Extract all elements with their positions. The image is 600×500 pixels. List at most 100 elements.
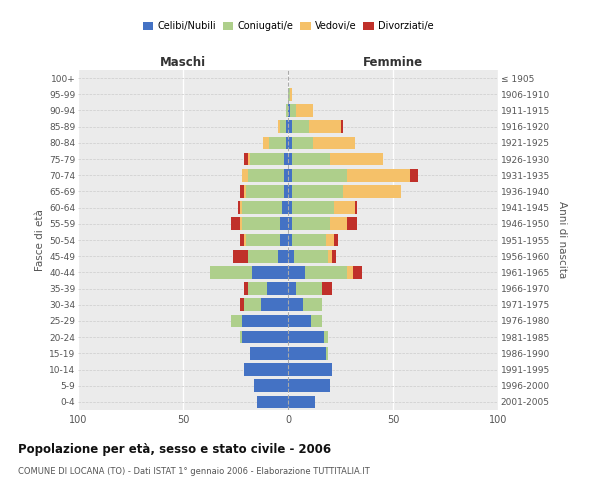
Bar [280,234,288,246]
Bar [284,152,288,166]
Bar [263,136,269,149]
Text: COMUNE DI LOCANA (TO) - Dati ISTAT 1° gennaio 2006 - Elaborazione TUTTITALIA.IT: COMUNE DI LOCANA (TO) - Dati ISTAT 1° ge… [18,468,370,476]
Bar [292,169,347,181]
Bar [267,282,288,295]
Bar [286,104,288,117]
Bar [248,250,277,262]
Bar [292,152,330,166]
Bar [246,185,284,198]
Bar [292,136,313,149]
Bar [288,202,292,214]
Bar [277,120,280,133]
Bar [332,250,337,262]
Bar [328,250,332,262]
Bar [244,298,260,311]
Bar [246,234,280,246]
Bar [288,88,290,101]
Bar [248,169,284,181]
Bar [288,234,292,246]
Bar [305,266,347,278]
Bar [240,202,242,214]
Bar [286,136,288,149]
Bar [292,218,330,230]
Bar [288,298,303,311]
Bar [280,218,288,230]
Bar [244,185,246,198]
Bar [313,136,355,149]
Bar [330,152,383,166]
Bar [288,250,295,262]
Bar [292,185,343,198]
Bar [240,298,244,311]
Bar [277,250,288,262]
Bar [292,234,326,246]
Bar [303,298,322,311]
Bar [254,380,288,392]
Bar [232,314,242,328]
Bar [288,314,311,328]
Bar [288,120,292,133]
Bar [292,120,309,133]
Bar [288,363,332,376]
Bar [240,331,242,344]
Bar [288,396,316,408]
Bar [232,218,240,230]
Bar [311,314,322,328]
Bar [248,152,250,166]
Bar [244,363,288,376]
Bar [347,169,410,181]
Y-axis label: Fasce di età: Fasce di età [35,209,45,271]
Bar [233,250,248,262]
Bar [288,380,330,392]
Bar [288,331,324,344]
Bar [210,266,252,278]
Bar [240,218,242,230]
Bar [334,202,355,214]
Bar [248,282,267,295]
Bar [288,152,292,166]
Bar [347,266,353,278]
Bar [324,331,328,344]
Y-axis label: Anni di nascita: Anni di nascita [557,202,566,278]
Bar [242,169,248,181]
Bar [242,202,282,214]
Bar [238,202,240,214]
Bar [296,282,322,295]
Bar [242,331,288,344]
Bar [288,169,292,181]
Bar [288,185,292,198]
Text: Popolazione per età, sesso e stato civile - 2006: Popolazione per età, sesso e stato civil… [18,442,331,456]
Bar [343,185,401,198]
Bar [326,347,328,360]
Bar [286,120,288,133]
Bar [295,250,328,262]
Bar [288,218,292,230]
Bar [292,202,334,214]
Bar [252,266,288,278]
Bar [296,104,313,117]
Bar [410,169,418,181]
Bar [353,266,361,278]
Bar [290,104,296,117]
Bar [250,347,288,360]
Bar [260,298,288,311]
Bar [288,104,290,117]
Text: Maschi: Maschi [160,56,206,69]
Bar [288,347,326,360]
Bar [284,185,288,198]
Bar [330,218,347,230]
Legend: Celibi/Nubili, Coniugati/e, Vedovi/e, Divorziati/e: Celibi/Nubili, Coniugati/e, Vedovi/e, Di… [139,17,437,35]
Bar [244,152,248,166]
Bar [288,136,292,149]
Bar [250,152,284,166]
Bar [288,266,305,278]
Bar [269,136,286,149]
Bar [355,202,358,214]
Bar [347,218,358,230]
Bar [309,120,341,133]
Bar [322,282,332,295]
Bar [341,120,343,133]
Bar [288,282,296,295]
Bar [280,120,286,133]
Bar [242,314,288,328]
